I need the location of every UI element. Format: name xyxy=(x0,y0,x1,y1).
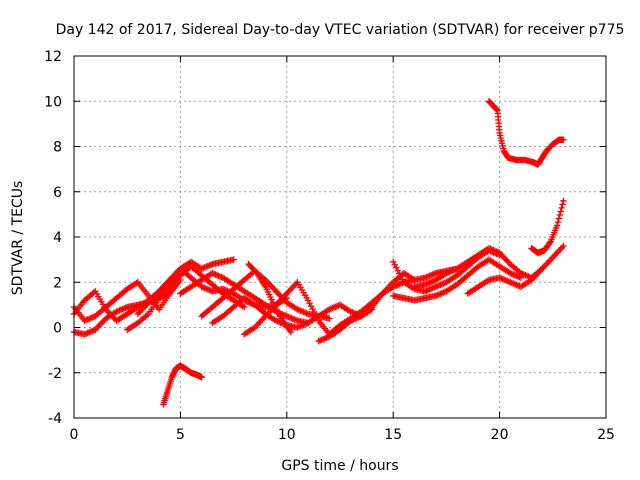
data-series xyxy=(70,98,567,408)
x-tick-label: 25 xyxy=(597,427,615,443)
data-point xyxy=(560,197,567,204)
data-point xyxy=(394,267,401,274)
data-point xyxy=(309,305,316,313)
series-arc-17 xyxy=(528,197,567,257)
data-point xyxy=(198,374,205,381)
y-tick-label: 6 xyxy=(53,185,62,201)
data-point xyxy=(326,315,333,322)
data-point xyxy=(553,222,561,229)
data-point xyxy=(393,264,400,271)
x-tick-label: 0 xyxy=(70,427,79,443)
y-tick-label: 10 xyxy=(44,94,62,110)
series-arc-16 xyxy=(464,242,567,297)
series-arc-7 xyxy=(198,267,333,322)
x-tick-label: 20 xyxy=(491,427,509,443)
axes: 0 5 10 15 20 25 -4 -2 0 2 4 6 8 10 12 xyxy=(44,49,615,443)
series-arc-19 xyxy=(160,362,205,408)
y-tick-label: -2 xyxy=(48,366,62,382)
y-axis-label: SDTVAR / TECUs xyxy=(10,181,26,296)
data-point xyxy=(307,302,315,310)
data-point xyxy=(230,256,237,263)
x-tick-label: 15 xyxy=(384,427,402,443)
data-point xyxy=(554,218,562,226)
series-arc-2 xyxy=(70,290,173,338)
data-point xyxy=(306,300,313,307)
y-tick-label: 2 xyxy=(53,275,62,291)
y-tick-label: 4 xyxy=(53,230,62,246)
series-arc-10 xyxy=(245,260,295,336)
x-axis-label: GPS time / hours xyxy=(281,458,398,474)
data-point xyxy=(557,208,564,215)
data-point xyxy=(555,215,563,222)
series-arc-13 xyxy=(390,256,525,304)
x-tick-label: 10 xyxy=(278,427,296,443)
series-arc-18 xyxy=(485,98,567,168)
plot-frame xyxy=(73,55,607,419)
data-point xyxy=(558,204,565,212)
y-tick-label: -4 xyxy=(48,411,62,427)
x-tick-label: 5 xyxy=(176,427,185,443)
y-tick-label: 8 xyxy=(53,140,62,156)
y-tick-label: 12 xyxy=(44,49,62,65)
chart-title: Day 142 of 2017, Sidereal Day-to-day VTE… xyxy=(56,22,625,38)
data-point xyxy=(287,328,295,336)
data-point xyxy=(556,211,563,219)
data-point xyxy=(390,258,397,266)
y-tick-label: 0 xyxy=(53,321,62,337)
data-point xyxy=(391,261,398,268)
data-point xyxy=(252,268,259,276)
data-point xyxy=(241,303,248,311)
data-point xyxy=(559,201,566,208)
series-arc-15 xyxy=(411,245,546,290)
grid-lines xyxy=(74,56,606,418)
data-point xyxy=(560,242,567,250)
data-point xyxy=(546,239,553,247)
series-arc-12 xyxy=(336,265,461,331)
data-point xyxy=(560,136,567,143)
